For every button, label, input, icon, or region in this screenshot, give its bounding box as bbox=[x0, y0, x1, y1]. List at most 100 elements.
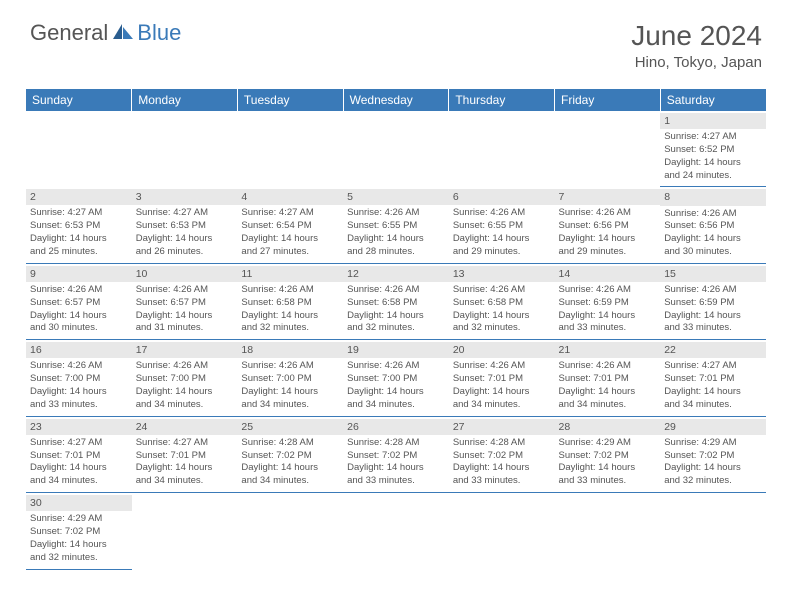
day-sunset: Sunset: 6:55 PM bbox=[347, 220, 445, 233]
calendar-day-cell: 3Sunrise: 4:27 AMSunset: 6:53 PMDaylight… bbox=[132, 187, 238, 263]
day-number: 7 bbox=[555, 189, 661, 205]
day-sunset: Sunset: 6:58 PM bbox=[347, 297, 445, 310]
day-sunrise: Sunrise: 4:26 AM bbox=[453, 284, 551, 297]
day-daylight2: and 33 minutes. bbox=[453, 475, 551, 488]
day-daylight2: and 27 minutes. bbox=[241, 246, 339, 259]
day-sunrise: Sunrise: 4:26 AM bbox=[664, 284, 762, 297]
day-sunrise: Sunrise: 4:27 AM bbox=[30, 437, 128, 450]
day-daylight2: and 29 minutes. bbox=[453, 246, 551, 259]
day-sunset: Sunset: 6:59 PM bbox=[559, 297, 657, 310]
location: Hino, Tokyo, Japan bbox=[631, 54, 762, 71]
day-number: 21 bbox=[555, 342, 661, 358]
day-daylight2: and 34 minutes. bbox=[559, 399, 657, 412]
day-daylight1: Daylight: 14 hours bbox=[241, 386, 339, 399]
calendar-day-cell: 23Sunrise: 4:27 AMSunset: 7:01 PMDayligh… bbox=[26, 416, 132, 492]
day-sunset: Sunset: 7:00 PM bbox=[136, 373, 234, 386]
day-daylight1: Daylight: 14 hours bbox=[30, 386, 128, 399]
day-sunrise: Sunrise: 4:29 AM bbox=[559, 437, 657, 450]
calendar-table: SundayMondayTuesdayWednesdayThursdayFrid… bbox=[26, 89, 766, 570]
sail-icon bbox=[112, 22, 134, 45]
calendar-day-cell: 12Sunrise: 4:26 AMSunset: 6:58 PMDayligh… bbox=[343, 263, 449, 339]
day-sunset: Sunset: 7:02 PM bbox=[559, 450, 657, 463]
calendar-week-row: 23Sunrise: 4:27 AMSunset: 7:01 PMDayligh… bbox=[26, 416, 766, 492]
calendar-week-row: 1Sunrise: 4:27 AMSunset: 6:52 PMDaylight… bbox=[26, 111, 766, 187]
day-sunset: Sunset: 7:00 PM bbox=[30, 373, 128, 386]
day-number: 2 bbox=[26, 189, 132, 205]
calendar-day-cell: 21Sunrise: 4:26 AMSunset: 7:01 PMDayligh… bbox=[555, 340, 661, 416]
day-daylight2: and 33 minutes. bbox=[559, 475, 657, 488]
day-daylight1: Daylight: 14 hours bbox=[30, 462, 128, 475]
day-number: 3 bbox=[132, 189, 238, 205]
day-sunset: Sunset: 7:02 PM bbox=[664, 450, 762, 463]
day-number: 29 bbox=[660, 419, 766, 435]
calendar-day-cell bbox=[343, 111, 449, 187]
day-daylight2: and 34 minutes. bbox=[241, 399, 339, 412]
calendar-day-cell: 6Sunrise: 4:26 AMSunset: 6:55 PMDaylight… bbox=[449, 187, 555, 263]
month-title: June 2024 bbox=[631, 20, 762, 52]
calendar-day-cell: 13Sunrise: 4:26 AMSunset: 6:58 PMDayligh… bbox=[449, 263, 555, 339]
day-sunset: Sunset: 6:56 PM bbox=[559, 220, 657, 233]
calendar-day-cell: 19Sunrise: 4:26 AMSunset: 7:00 PMDayligh… bbox=[343, 340, 449, 416]
day-daylight2: and 33 minutes. bbox=[664, 322, 762, 335]
day-sunrise: Sunrise: 4:26 AM bbox=[347, 360, 445, 373]
calendar-day-cell: 10Sunrise: 4:26 AMSunset: 6:57 PMDayligh… bbox=[132, 263, 238, 339]
calendar-day-cell bbox=[449, 493, 555, 569]
day-number: 25 bbox=[237, 419, 343, 435]
title-block: June 2024 Hino, Tokyo, Japan bbox=[631, 20, 762, 71]
calendar-body: 1Sunrise: 4:27 AMSunset: 6:52 PMDaylight… bbox=[26, 111, 766, 569]
day-daylight2: and 24 minutes. bbox=[664, 170, 762, 183]
day-daylight1: Daylight: 14 hours bbox=[664, 233, 762, 246]
day-sunset: Sunset: 6:59 PM bbox=[664, 297, 762, 310]
day-daylight1: Daylight: 14 hours bbox=[347, 462, 445, 475]
day-daylight1: Daylight: 14 hours bbox=[559, 310, 657, 323]
day-daylight2: and 30 minutes. bbox=[30, 322, 128, 335]
day-sunset: Sunset: 6:58 PM bbox=[241, 297, 339, 310]
day-sunset: Sunset: 7:01 PM bbox=[136, 450, 234, 463]
day-number: 24 bbox=[132, 419, 238, 435]
day-daylight2: and 33 minutes. bbox=[30, 399, 128, 412]
day-daylight1: Daylight: 14 hours bbox=[136, 310, 234, 323]
calendar-day-cell: 25Sunrise: 4:28 AMSunset: 7:02 PMDayligh… bbox=[237, 416, 343, 492]
calendar-day-cell: 4Sunrise: 4:27 AMSunset: 6:54 PMDaylight… bbox=[237, 187, 343, 263]
weekday-header: Thursday bbox=[449, 89, 555, 111]
day-sunset: Sunset: 6:58 PM bbox=[453, 297, 551, 310]
calendar-day-cell: 9Sunrise: 4:26 AMSunset: 6:57 PMDaylight… bbox=[26, 263, 132, 339]
day-sunrise: Sunrise: 4:26 AM bbox=[559, 284, 657, 297]
day-daylight2: and 34 minutes. bbox=[664, 399, 762, 412]
day-daylight2: and 32 minutes. bbox=[241, 322, 339, 335]
day-sunset: Sunset: 7:02 PM bbox=[30, 526, 128, 539]
calendar-day-cell bbox=[237, 493, 343, 569]
calendar-day-cell: 11Sunrise: 4:26 AMSunset: 6:58 PMDayligh… bbox=[237, 263, 343, 339]
calendar-day-cell bbox=[26, 111, 132, 187]
calendar-day-cell bbox=[343, 493, 449, 569]
day-daylight2: and 30 minutes. bbox=[664, 246, 762, 259]
day-number: 9 bbox=[26, 266, 132, 282]
day-sunrise: Sunrise: 4:28 AM bbox=[453, 437, 551, 450]
day-number: 11 bbox=[237, 266, 343, 282]
day-sunset: Sunset: 6:54 PM bbox=[241, 220, 339, 233]
day-daylight2: and 33 minutes. bbox=[559, 322, 657, 335]
day-sunrise: Sunrise: 4:26 AM bbox=[664, 208, 762, 221]
day-sunrise: Sunrise: 4:27 AM bbox=[664, 131, 762, 144]
calendar-week-row: 30Sunrise: 4:29 AMSunset: 7:02 PMDayligh… bbox=[26, 493, 766, 569]
calendar-day-cell: 29Sunrise: 4:29 AMSunset: 7:02 PMDayligh… bbox=[660, 416, 766, 492]
day-daylight2: and 31 minutes. bbox=[136, 322, 234, 335]
day-number: 1 bbox=[660, 113, 766, 129]
header: General Blue June 2024 Hino, Tokyo, Japa… bbox=[0, 0, 792, 81]
day-daylight2: and 26 minutes. bbox=[136, 246, 234, 259]
day-sunrise: Sunrise: 4:27 AM bbox=[136, 207, 234, 220]
day-daylight1: Daylight: 14 hours bbox=[453, 462, 551, 475]
weekday-header-row: SundayMondayTuesdayWednesdayThursdayFrid… bbox=[26, 89, 766, 111]
day-number: 4 bbox=[237, 189, 343, 205]
calendar-week-row: 9Sunrise: 4:26 AMSunset: 6:57 PMDaylight… bbox=[26, 263, 766, 339]
day-daylight2: and 34 minutes. bbox=[136, 475, 234, 488]
day-sunrise: Sunrise: 4:26 AM bbox=[559, 207, 657, 220]
day-sunset: Sunset: 7:01 PM bbox=[664, 373, 762, 386]
day-number: 22 bbox=[660, 342, 766, 358]
day-sunrise: Sunrise: 4:29 AM bbox=[664, 437, 762, 450]
calendar-day-cell: 27Sunrise: 4:28 AMSunset: 7:02 PMDayligh… bbox=[449, 416, 555, 492]
weekday-header: Sunday bbox=[26, 89, 132, 111]
weekday-header: Tuesday bbox=[237, 89, 343, 111]
day-daylight1: Daylight: 14 hours bbox=[30, 233, 128, 246]
day-daylight1: Daylight: 14 hours bbox=[136, 386, 234, 399]
